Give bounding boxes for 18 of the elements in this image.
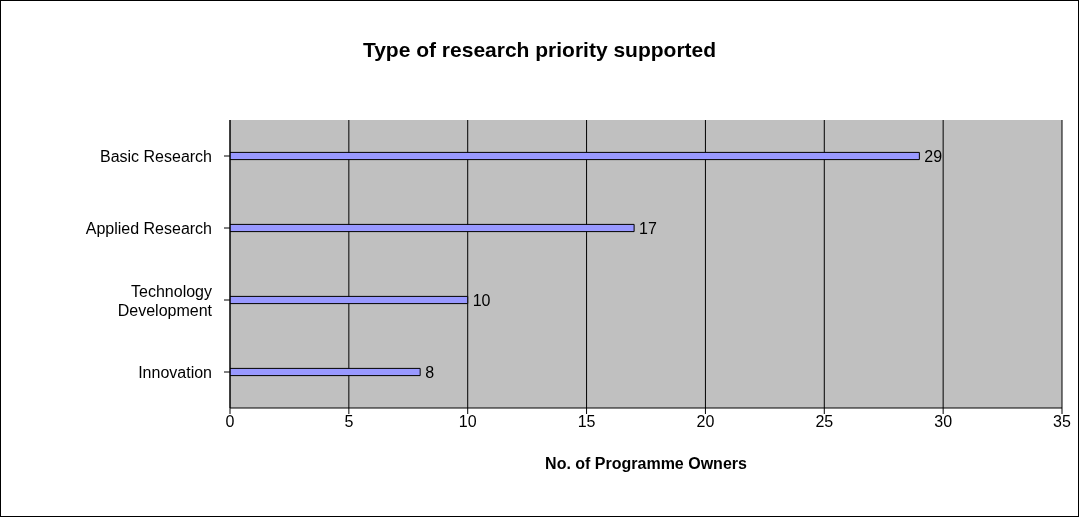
y-tick-label: Applied Research [85,220,212,237]
y-tick-label: Basic Research [99,148,212,165]
y-tick-label: Technology Development [117,282,213,319]
data-label: 10 [472,291,491,309]
x-tick-label: 10 [458,413,477,431]
x-axis-title: No. of Programme Owners [544,455,748,473]
x-tick-label: 15 [577,413,596,431]
x-tick-label: 30 [934,413,953,431]
x-tick-label: 5 [344,413,354,431]
x-tick-label: 35 [1053,413,1071,431]
chart-title: Type of research priority supported [361,38,718,62]
data-label: 8 [425,363,435,381]
y-tick-label: Innovation [138,364,212,381]
data-label: 17 [639,219,658,237]
x-tick-label: 25 [815,413,834,431]
x-tick-label: 0 [225,413,235,431]
data-label: 29 [924,147,943,165]
x-tick-label: 20 [696,413,715,431]
